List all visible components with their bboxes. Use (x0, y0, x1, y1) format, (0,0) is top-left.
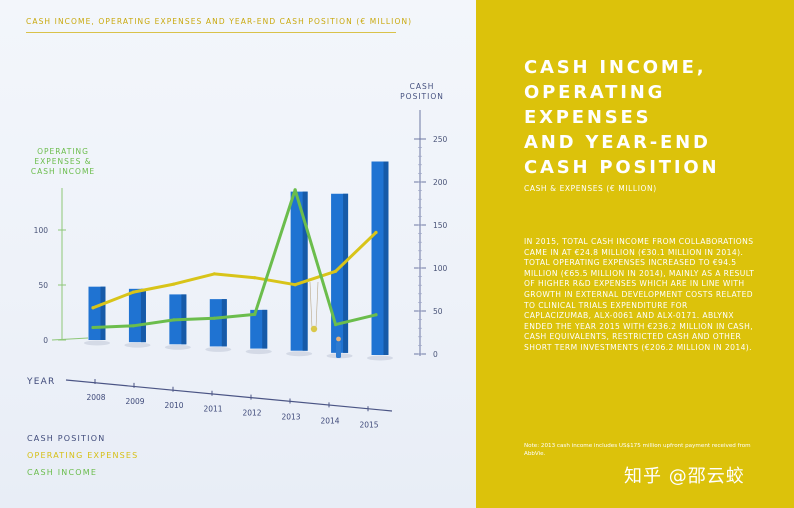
income-point (293, 188, 297, 192)
title-line: EXPENSES (524, 107, 652, 128)
chart-svg: 0 50 100 0 50 100 150 200 250 2008 2009 2010 2011 201… (34, 110, 448, 429)
income-line (91, 188, 378, 329)
bar-shadow (245, 349, 272, 355)
bar-shadow (124, 342, 151, 348)
bar-side (262, 309, 268, 349)
expenses-point (212, 272, 216, 276)
figure-standing (336, 342, 341, 358)
figure-on-swing (310, 325, 318, 333)
x-axis-label: YEAR (27, 377, 56, 387)
expenses-line (91, 230, 378, 310)
x-tick-label: 2012 (242, 409, 261, 418)
bar-shadow (367, 355, 393, 361)
right-tick-label: 250 (433, 135, 448, 144)
right-tick-label: 0 (433, 350, 438, 359)
title-line: CASH POSITION (524, 157, 720, 178)
bar-side (383, 161, 389, 355)
income-point (172, 318, 176, 322)
x-axis-line (65, 379, 393, 412)
left-tick-label: 50 (38, 281, 48, 290)
watermark: 知乎 @邵云蛟 (624, 466, 745, 487)
x-tick-label: 2015 (359, 420, 378, 429)
left-tick-label: 100 (34, 226, 49, 235)
title-line: OPERATING (524, 82, 666, 103)
right-tick-label: 100 (433, 264, 448, 273)
panel-subtitle: CASH & EXPENSES (€ MILLION) (524, 184, 657, 193)
panel-body: IN 2015, TOTAL CASH INCOME FROM COLLABOR… (524, 237, 755, 352)
bar-side (221, 299, 227, 347)
expenses-point (172, 282, 176, 286)
income-point (253, 312, 257, 316)
expenses-point (293, 283, 297, 287)
left-axis-label: OPERATING EXPENSES & CASH INCOME (30, 147, 96, 176)
x-tick-label: 2011 (203, 405, 222, 414)
x-tick-label: 2008 (86, 393, 105, 402)
expenses-point (131, 290, 136, 294)
title-line: CASH INCOME, (524, 57, 707, 78)
text-panel (476, 0, 794, 508)
legend-cash-position: CASH POSITION (27, 434, 106, 443)
income-point (212, 316, 216, 320)
header-rule (26, 32, 396, 33)
income-point (333, 323, 338, 327)
bar-side (140, 288, 146, 343)
title-line: AND YEAR-END (524, 132, 711, 153)
swing-rope (309, 281, 313, 329)
x-tick-label: 2013 (281, 413, 300, 422)
bar-shadow (286, 351, 313, 357)
x-tick-label: 2014 (320, 416, 339, 425)
income-point (131, 324, 136, 328)
expenses-point (253, 276, 257, 280)
income-point (374, 313, 378, 317)
bar-side (100, 286, 106, 340)
bar-shadow (205, 346, 232, 352)
bar-shadow (164, 344, 191, 350)
income-point (91, 325, 95, 330)
expenses-point (333, 269, 338, 273)
right-tick-label: 50 (433, 307, 443, 316)
chart-panel (0, 0, 476, 508)
legend-operating-expenses: OPERATING EXPENSES (27, 451, 139, 460)
right-tick-label: 150 (433, 221, 448, 230)
bar-side (343, 193, 349, 353)
expenses-point (91, 306, 95, 310)
x-tick-label: 2010 (164, 401, 183, 410)
figure-head (336, 336, 341, 342)
expenses-point (374, 230, 378, 235)
panel-title: CASH INCOME, OPERATING EXPENSES AND YEAR… (524, 55, 784, 180)
right-tick-label: 200 (433, 178, 448, 187)
left-axis-baseline (51, 337, 89, 341)
legend-cash-income: CASH INCOME (27, 468, 98, 477)
bar-side (302, 191, 308, 351)
left-tick-label: 0 (43, 336, 48, 345)
x-tick-label: 2009 (125, 397, 144, 406)
swing-rope (315, 281, 319, 329)
bar-shadow (84, 340, 110, 346)
panel-note: Note: 2013 cash income includes US$175 m… (524, 443, 751, 457)
chart-header: CASH INCOME, OPERATING EXPENSES AND YEAR… (26, 17, 413, 26)
right-axis-label: CASH POSITION (400, 82, 444, 101)
